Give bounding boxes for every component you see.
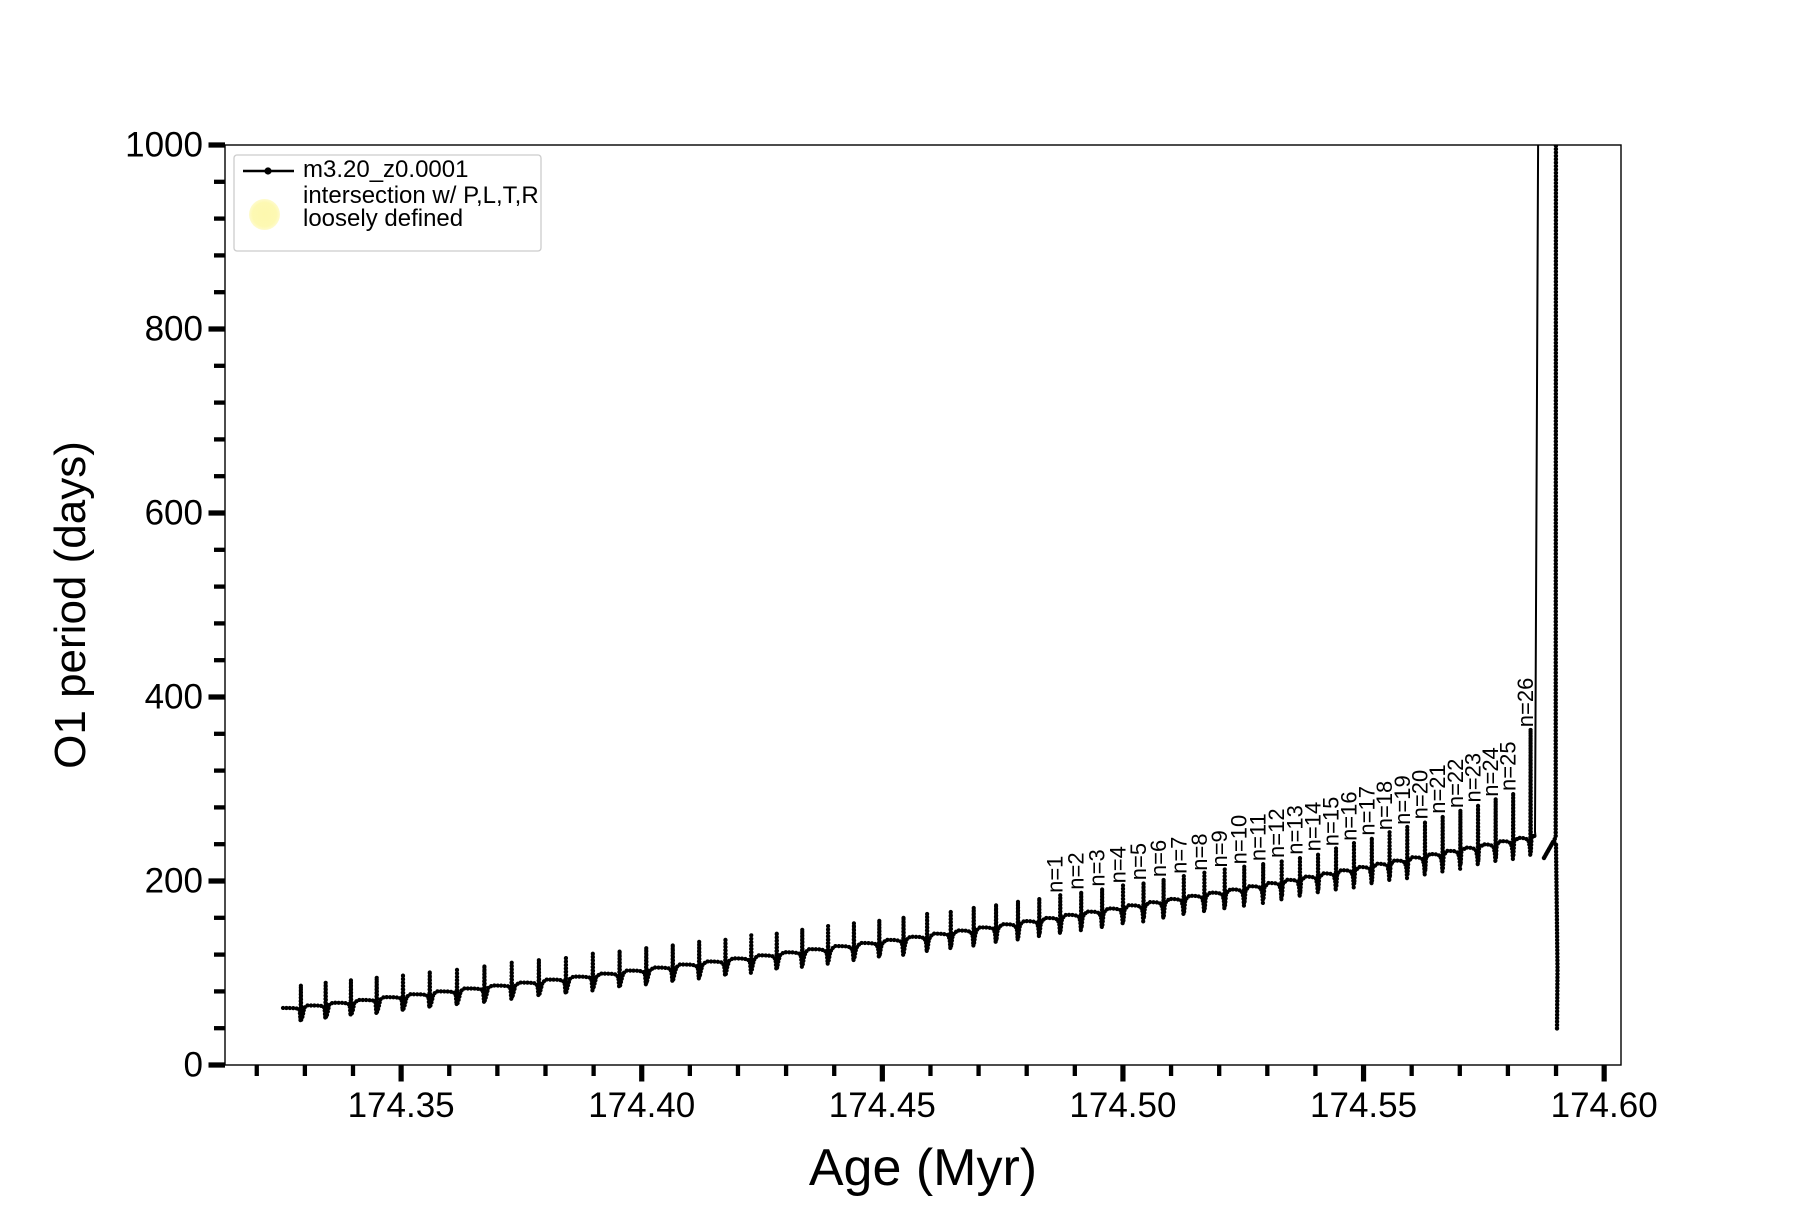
svg-text:0: 0	[184, 1046, 203, 1085]
svg-text:loosely defined: loosely defined	[303, 205, 463, 232]
svg-text:O1 period (days): O1 period (days)	[46, 441, 95, 769]
svg-text:600: 600	[145, 494, 203, 533]
svg-text:1000: 1000	[125, 126, 203, 165]
svg-text:n=26: n=26	[1513, 678, 1538, 728]
svg-text:174.60: 174.60	[1551, 1086, 1658, 1125]
svg-text:400: 400	[145, 678, 203, 717]
svg-text:174.50: 174.50	[1069, 1086, 1176, 1125]
svg-text:200: 200	[145, 862, 203, 901]
svg-text:m3.20_z0.0001: m3.20_z0.0001	[303, 156, 468, 183]
svg-text:174.40: 174.40	[588, 1086, 695, 1125]
svg-text:800: 800	[145, 310, 203, 349]
svg-text:174.55: 174.55	[1310, 1086, 1417, 1125]
svg-text:n=25: n=25	[1496, 741, 1521, 791]
svg-text:174.35: 174.35	[348, 1086, 455, 1125]
svg-text:174.45: 174.45	[829, 1086, 936, 1125]
svg-text:Age (Myr): Age (Myr)	[809, 1139, 1037, 1197]
